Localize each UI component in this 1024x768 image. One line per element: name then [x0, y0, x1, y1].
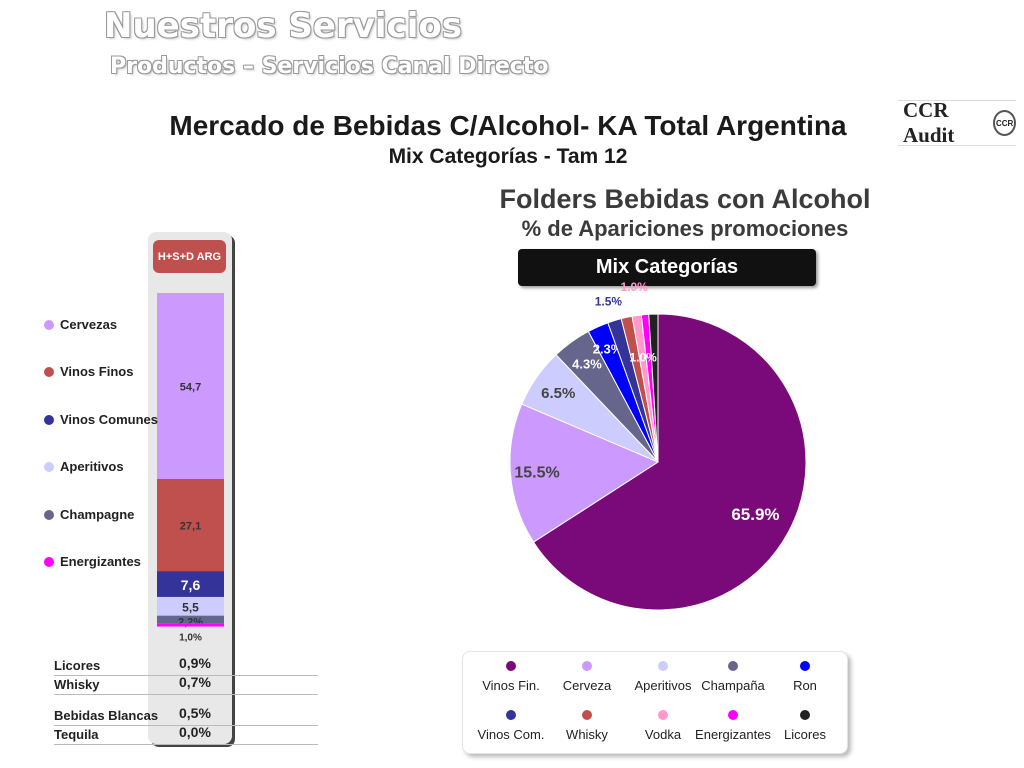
bar-extra-value: 0,7% — [179, 674, 211, 690]
ccr-audit-logo: CCR Audit CCR — [898, 98, 1016, 147]
pie-legend-swatch — [800, 661, 810, 671]
pie-slice-label-5: 1.5% — [595, 295, 623, 309]
mix-categorias-label: Mix Categorías — [518, 249, 816, 286]
pie-slice-label-1: 15.5% — [514, 464, 559, 481]
bar-legend-swatch — [44, 556, 54, 567]
pie-slice-label-8: 0.8% — [653, 300, 681, 314]
pie-legend-label: Vinos Com. — [477, 727, 545, 742]
pie-legend-label: Cerveza — [562, 678, 612, 693]
bar-segment-label-3: 5,5 — [182, 600, 199, 614]
pie-legend-item: Champaña — [695, 661, 771, 693]
bar-legend-swatch — [44, 366, 54, 377]
logo-badge: CCR — [993, 110, 1016, 136]
pie-legend-item: Vinos Com. — [473, 710, 549, 742]
header-title: Nuestros Servicios — [104, 6, 462, 46]
pie-legend-item: Vinos Fin. — [473, 661, 549, 693]
bar-legend-swatch — [44, 319, 54, 330]
pie-slice-label-2: 6.5% — [541, 385, 575, 402]
main-title: Mercado de Bebidas C/Alcohol- KA Total A… — [169, 110, 847, 141]
bar-segment-1 — [157, 478, 224, 572]
pie-slice-label-7: 1.0% — [620, 280, 648, 294]
bar-segment-label-2: 7,6 — [181, 577, 201, 593]
pie-slice-label-3: 4.3% — [572, 357, 602, 372]
bar-extra-row: Whisky 0,7% — [54, 674, 318, 695]
pie-legend-swatch — [506, 710, 516, 720]
bar-extra-name: Bebidas Blancas — [54, 708, 159, 723]
bar-extra-row: Tequila 0,0% — [54, 724, 318, 745]
bar-legend-item: Vinos Finos — [44, 364, 133, 379]
bar-extra-value: 0,0% — [179, 724, 211, 740]
bar-extra-name: Whisky — [54, 677, 100, 692]
bar-segment-0 — [157, 293, 224, 479]
pie-legend-item: Vodka — [625, 710, 701, 742]
bar-legend-label: Vinos Finos — [60, 364, 134, 379]
pie-legend-swatch — [800, 710, 810, 720]
bar-segment-label-5: 1,0% — [179, 633, 202, 644]
bar-segment-label-1: 27,1 — [180, 521, 201, 533]
bar-legend-item: Cervezas — [44, 317, 117, 332]
pie-legend-label: Ron — [793, 678, 817, 693]
pie-legend-swatch — [658, 710, 668, 720]
pie-legend-swatch — [582, 661, 592, 671]
pie-legend-label: Whisky — [566, 727, 608, 742]
bar-segment-2 — [157, 571, 224, 597]
pie-legend-item: Aperitivos — [625, 661, 701, 693]
bar-legend-item: Energizantes — [44, 554, 141, 569]
bar-extra-name: Tequila — [54, 727, 99, 742]
pie-legend-item: Energizantes — [695, 710, 771, 742]
pie-legend-item: Licores — [767, 710, 843, 742]
pie-legend-item: Cerveza — [549, 661, 625, 693]
pie-legend-item: Whisky — [549, 710, 625, 742]
bar-legend-label: Vinos Comunes — [60, 412, 159, 427]
bar-segment-4 — [157, 615, 224, 624]
pie-slice-label-0: 65.9% — [731, 505, 779, 524]
pie-slice-0 — [532, 313, 807, 611]
pie-slice-label-6: 1.2% — [610, 300, 638, 314]
bar-extra-value: 0,5% — [179, 705, 211, 721]
bar-legend-swatch — [44, 509, 54, 520]
pie-legend-label: Energizantes — [695, 727, 771, 742]
bar-legend-item: Aperitivos — [44, 459, 124, 474]
pie-legend-swatch — [506, 661, 516, 671]
pie-legend-label: Vinos Fin. — [482, 678, 540, 693]
pie-slice-9 — [648, 313, 659, 463]
pie-slice-label-9: 1.0% — [629, 350, 657, 364]
bar-legend-label: Energizantes — [60, 554, 141, 569]
pie-legend-swatch — [658, 661, 668, 671]
pie-title: Folders Bebidas con Alcohol — [499, 184, 871, 214]
bar-legend-item: Champagne — [44, 507, 134, 522]
bar-legend-item: Vinos Comunes — [44, 412, 158, 427]
bar-segment-3 — [157, 596, 224, 616]
bar-extra-row: Bebidas Blancas 0,5% — [54, 705, 318, 726]
pie-legend: Vinos Fin. Cerveza Aperitivos Champaña Ron Vi… — [462, 651, 848, 754]
pie-legend-label: Aperitivos — [634, 678, 692, 693]
pie-legend-item: Ron — [767, 661, 843, 693]
pie-legend-label: Vodka — [644, 727, 682, 742]
pie-legend-swatch — [728, 661, 738, 671]
pie-legend-swatch — [728, 710, 738, 720]
pie-legend-label: Champaña — [701, 678, 765, 693]
pie-legend-swatch — [582, 710, 592, 720]
main-subtitle: Mix Categorías - Tam 12 — [388, 145, 628, 168]
bar-segment-5 — [157, 623, 224, 627]
logo-text: CCR Audit — [903, 98, 955, 147]
header-subtitle: Productos – Servicios Canal Directo — [110, 54, 549, 79]
pie-slice-1 — [509, 403, 660, 543]
bar-extra-value: 0,9% — [179, 655, 211, 671]
bar-legend-swatch — [44, 461, 54, 472]
pie-legend-label: Licores — [784, 727, 826, 742]
bar-extra-row: Licores 0,9% — [54, 655, 318, 676]
bar-legend-swatch — [44, 414, 54, 425]
bar-header-line1: H+S+D ARG — [157, 250, 222, 263]
bar-legend-label: Champagne — [60, 507, 135, 522]
bar-legend-label: Cervezas — [60, 317, 118, 332]
bar-extra-name: Licores — [54, 658, 101, 673]
bar-header-box: H+S+D ARG — [153, 240, 226, 273]
pie-subtitle: % de Apariciones promociones — [521, 216, 849, 241]
pie-slice-label-4: 2.3% — [593, 341, 623, 356]
bar-legend-label: Aperitivos — [60, 459, 124, 474]
bar-segment-label-0: 54,7 — [180, 381, 201, 393]
